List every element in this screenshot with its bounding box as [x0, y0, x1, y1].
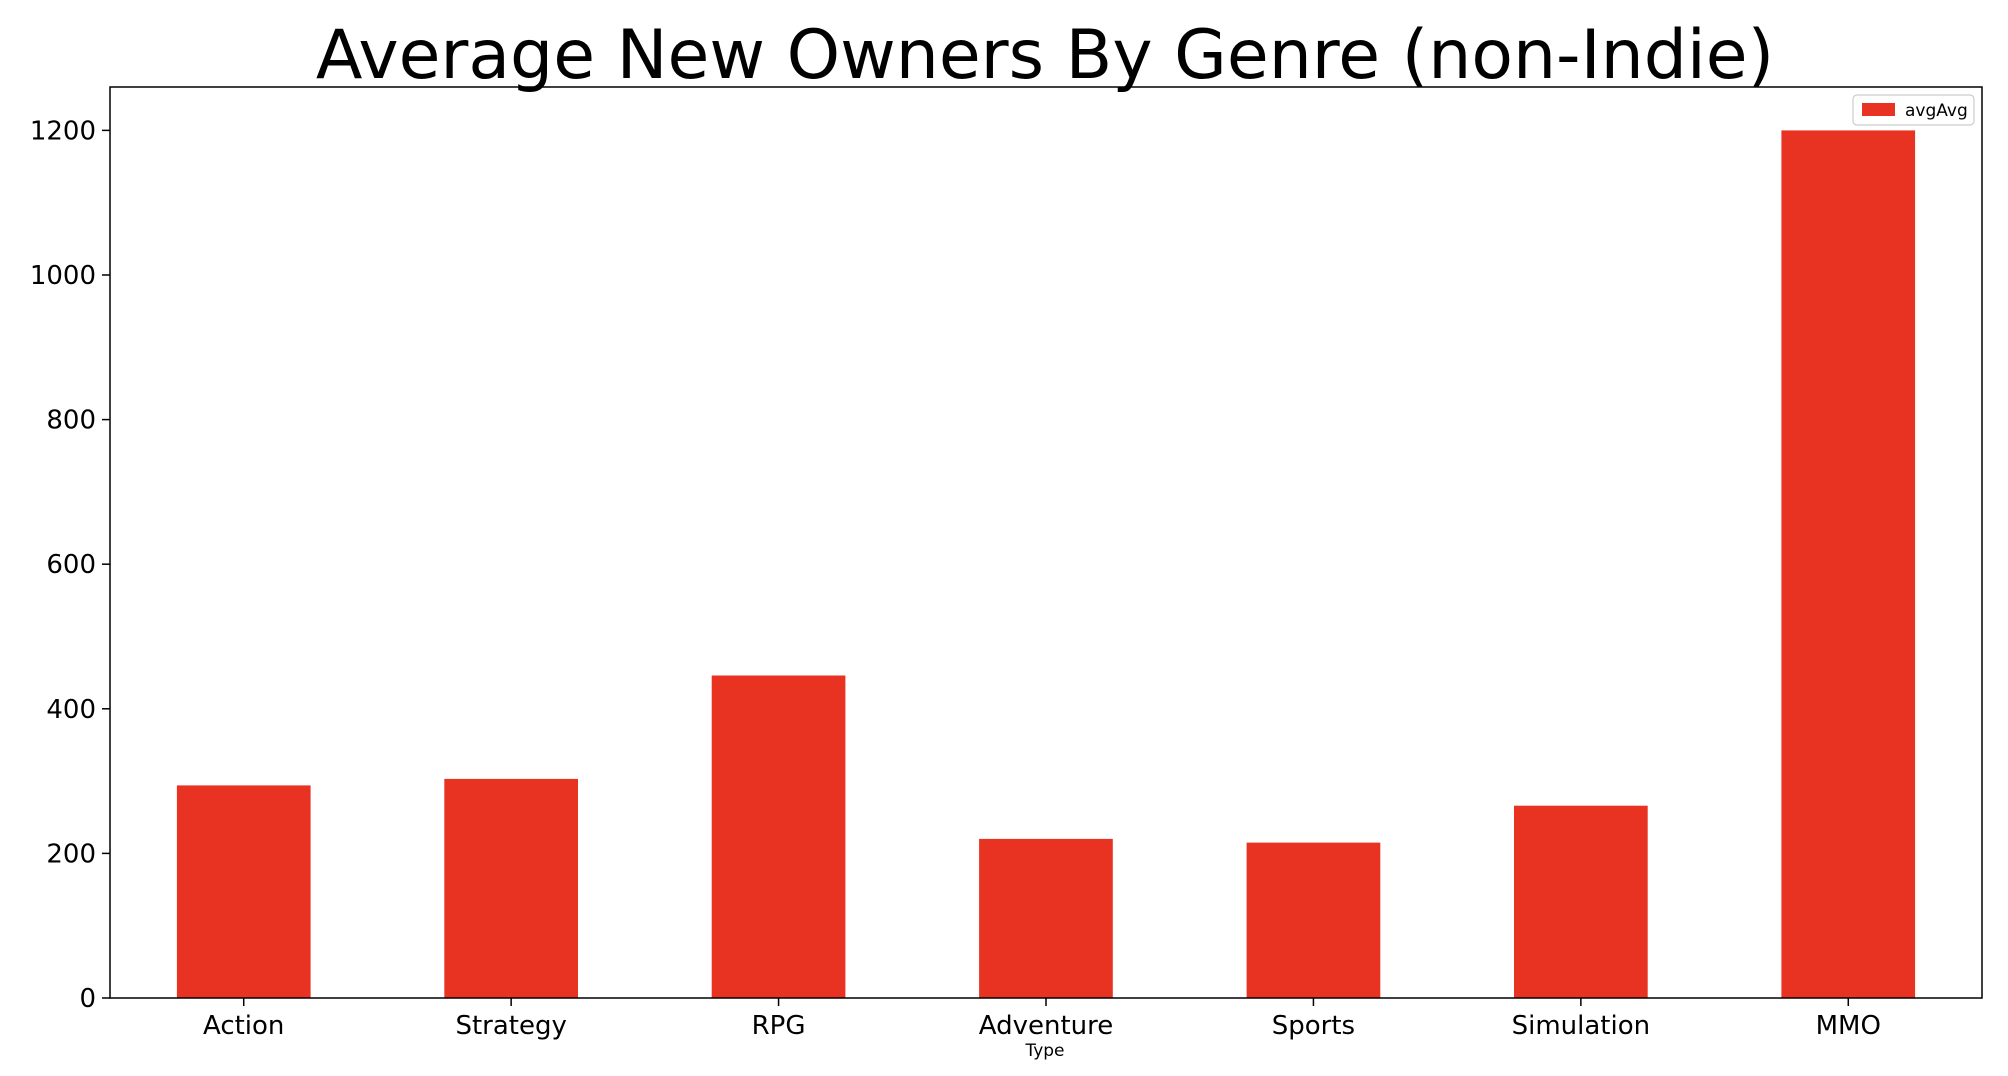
y-tick-label: 1200: [30, 116, 96, 146]
bar-action: [176, 785, 311, 998]
x-tick-label: Sports: [1272, 1011, 1355, 1041]
y-tick-label: 200: [46, 839, 96, 869]
x-tick-label: Adventure: [979, 1011, 1113, 1041]
chart-title: Average New Owners By Genre (non-Indie): [316, 16, 1774, 95]
x-axis: Action Strategy RPG Adventure Sports Simulati…: [203, 998, 1881, 1041]
x-tick-label: Simulation: [1512, 1011, 1651, 1041]
x-tick-label: RPG: [752, 1011, 806, 1041]
x-tick-label: Action: [203, 1011, 284, 1041]
legend-box: [1852, 94, 1975, 126]
legend: avgAvg: [1852, 94, 1975, 126]
x-tick-label: MMO: [1816, 1011, 1881, 1041]
x-axis-label: Type: [1024, 1041, 1064, 1061]
x-tick-label: Strategy: [455, 1011, 566, 1041]
bar-rpg: [711, 675, 846, 998]
bar-adventure: [979, 838, 1113, 998]
y-tick-label: 400: [46, 695, 96, 725]
y-tick-label: 600: [46, 550, 96, 580]
bar-sports: [1246, 842, 1381, 998]
plot-bars: [176, 130, 1916, 998]
bar-mmo: [1781, 130, 1916, 998]
legend-swatch: [1862, 103, 1895, 116]
y-tick-label: 0: [79, 984, 96, 1014]
y-axis: 0 200 400 600 800 1000 1200: [30, 116, 110, 1014]
legend-label: avgAvg: [1905, 101, 1968, 121]
y-tick-label: 800: [46, 406, 96, 436]
bar-simulation: [1514, 805, 1648, 998]
bar-strategy: [444, 778, 578, 998]
y-tick-label: 1000: [30, 261, 96, 291]
